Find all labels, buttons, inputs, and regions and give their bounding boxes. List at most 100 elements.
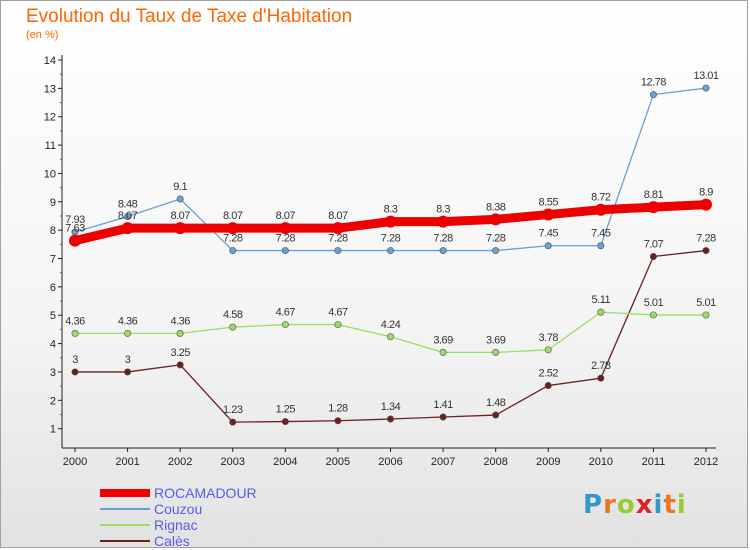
data-label: 7.28 (276, 233, 296, 245)
data-label: 4.67 (328, 307, 348, 319)
data-point (334, 247, 342, 255)
data-label: 3.69 (433, 334, 453, 346)
y-tick-label: 2 (50, 395, 56, 407)
data-point (331, 222, 344, 235)
data-label: 7.45 (539, 228, 559, 240)
logo-letter: i (676, 490, 687, 520)
x-tick-label: 2008 (483, 456, 507, 468)
data-label: 2.52 (539, 368, 559, 380)
data-point (124, 368, 132, 376)
y-tick-label: 13 (44, 83, 56, 95)
data-label: 7.45 (591, 228, 611, 240)
data-point (176, 195, 184, 203)
logo-letter: o (616, 490, 636, 520)
data-point (281, 247, 289, 255)
data-point (71, 329, 79, 337)
y-tick-label: 7 (50, 254, 56, 266)
data-point (649, 91, 657, 99)
y-tick-label: 5 (50, 310, 56, 322)
data-point (542, 208, 555, 221)
data-point (597, 374, 605, 382)
data-label: 1.34 (381, 401, 401, 413)
data-point (69, 234, 81, 247)
legend-label: Couzou (154, 501, 203, 517)
data-point (229, 247, 237, 255)
y-tick-label: 8 (50, 225, 56, 237)
legend-label: ROCAMADOUR (154, 485, 257, 501)
data-label: 3.78 (539, 332, 559, 344)
data-point (334, 417, 342, 425)
data-label: 7.28 (696, 233, 716, 245)
x-tick-label: 2004 (273, 456, 297, 468)
logo-letter: i (653, 490, 664, 520)
logo-letter: P (583, 490, 604, 520)
y-tick-label: 10 (44, 168, 56, 180)
data-point (281, 321, 289, 329)
data-point (281, 418, 289, 426)
data-point (544, 382, 552, 390)
x-tick-label: 2012 (694, 456, 718, 468)
y-tick-label: 4 (50, 339, 56, 351)
data-point (71, 368, 79, 376)
data-point (229, 323, 237, 331)
legend-swatch (100, 508, 150, 510)
x-tick-label: 2002 (168, 456, 192, 468)
data-point (492, 247, 500, 255)
data-point (334, 321, 342, 329)
data-label: 13.01 (693, 70, 718, 82)
data-point (176, 361, 184, 369)
data-point (439, 348, 447, 356)
data-point (594, 203, 607, 216)
data-label: 7.28 (328, 233, 348, 245)
y-tick-label: 6 (50, 282, 56, 294)
data-point (437, 215, 450, 228)
data-point (124, 329, 132, 337)
data-label: 4.67 (276, 307, 296, 319)
data-point (279, 222, 292, 235)
data-label: 4.36 (170, 315, 190, 327)
y-tick-label: 11 (45, 140, 56, 152)
data-point (649, 311, 657, 319)
data-label: 8.9 (699, 187, 713, 199)
y-tick-label: 9 (50, 197, 56, 209)
data-label: 8.07 (276, 210, 296, 222)
data-point (597, 242, 605, 250)
x-tick-label: 2006 (378, 456, 402, 468)
data-label: 8.81 (644, 189, 664, 201)
data-point (492, 411, 500, 419)
data-point (649, 253, 657, 261)
data-label: 7.93 (65, 214, 85, 226)
logo-letter: x (635, 490, 654, 520)
legend-swatch (100, 540, 150, 542)
logo-letter: r (603, 490, 617, 520)
x-tick-label: 2001 (115, 456, 139, 468)
data-label: 12.78 (641, 77, 666, 89)
data-label: 4.24 (381, 319, 401, 331)
logo-letter: t (663, 490, 677, 520)
data-label: 7.07 (644, 239, 664, 251)
data-label: 7.28 (381, 233, 401, 245)
data-label: 8.55 (539, 197, 559, 209)
data-point (176, 329, 184, 337)
data-label: 3 (125, 354, 131, 366)
chart-title: Evolution du Taux de Taxe d'Habitation (26, 6, 353, 27)
data-label: 5.01 (696, 297, 716, 309)
x-tick-label: 2009 (536, 456, 560, 468)
proxiti-logo: Proxiti (583, 490, 687, 520)
data-point (544, 242, 552, 250)
data-point (121, 222, 134, 235)
data-point (439, 413, 447, 421)
x-tick-label: 2007 (431, 456, 455, 468)
data-label: 8.3 (436, 204, 450, 216)
data-point (700, 198, 712, 211)
data-point (544, 346, 552, 354)
data-point (226, 222, 239, 235)
legend-label: Calès (154, 533, 190, 549)
data-label: 1.23 (223, 404, 243, 416)
data-point (492, 348, 500, 356)
y-tick-label: 12 (44, 112, 56, 124)
data-label: 8.48 (118, 199, 138, 211)
x-tick-label: 2003 (221, 456, 245, 468)
